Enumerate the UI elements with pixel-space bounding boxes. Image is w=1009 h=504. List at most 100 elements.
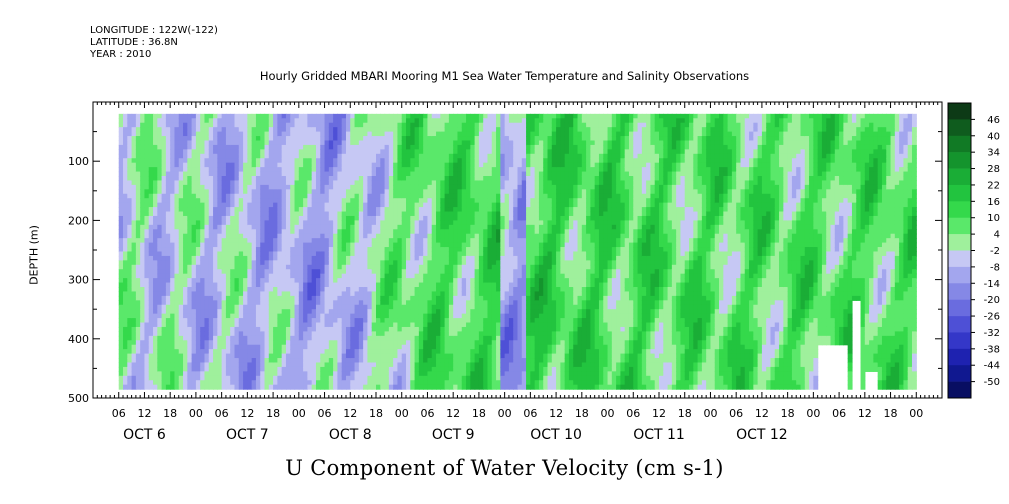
heatmap-cell <box>200 304 206 310</box>
heatmap-cell <box>380 318 386 324</box>
heatmap-cell <box>178 309 184 315</box>
heatmap-cell <box>234 193 240 199</box>
heatmap-cell <box>410 202 416 208</box>
heatmap-cell <box>200 140 206 146</box>
heatmap-cell <box>123 309 128 315</box>
heatmap-cell <box>277 300 283 306</box>
heatmap-cell <box>165 287 171 293</box>
heatmap-cell <box>328 149 334 155</box>
heatmap-cell <box>243 131 248 137</box>
heatmap-cell <box>260 291 266 297</box>
heatmap-cell <box>247 300 253 306</box>
heatmap-cell <box>440 202 446 208</box>
heatmap-cell <box>423 140 429 146</box>
heatmap-cell <box>191 131 197 137</box>
heatmap-cell <box>255 380 261 386</box>
heatmap-cell <box>363 184 369 190</box>
heatmap-cell <box>448 358 454 364</box>
heatmap-cell <box>144 189 150 195</box>
heatmap-cell <box>230 384 236 390</box>
heatmap-cell <box>153 198 158 204</box>
heatmap-cell <box>436 304 441 310</box>
heatmap-cell <box>187 326 193 332</box>
heatmap-cell <box>418 242 424 248</box>
heatmap-cell <box>260 167 266 173</box>
heatmap-cell <box>337 287 343 293</box>
heatmap-cell <box>350 193 356 199</box>
heatmap-cell <box>440 136 446 142</box>
heatmap-cell <box>341 198 347 204</box>
heatmap-cell <box>204 251 210 257</box>
heatmap-cell <box>448 269 454 275</box>
heatmap-cell <box>363 264 369 270</box>
heatmap-cell <box>320 362 326 368</box>
heatmap-cell <box>461 131 467 137</box>
heatmap-cell <box>213 300 218 306</box>
heatmap-cell <box>376 198 381 204</box>
heatmap-cell <box>341 215 347 221</box>
heatmap-cell <box>144 362 150 368</box>
heatmap-cell <box>354 349 360 355</box>
heatmap-cell <box>345 282 351 288</box>
heatmap-cell <box>397 335 403 341</box>
heatmap-cell <box>140 309 146 315</box>
heatmap-cell <box>191 171 197 177</box>
heatmap-cell <box>148 322 154 328</box>
heatmap-cell <box>457 282 463 288</box>
heatmap-cell <box>277 113 283 119</box>
heatmap-cell <box>350 371 356 377</box>
heatmap-cell <box>285 326 291 332</box>
heatmap-cell <box>285 238 291 244</box>
heatmap-cell <box>440 318 446 324</box>
heatmap-cell <box>427 287 433 293</box>
heatmap-cell <box>118 189 124 195</box>
heatmap-cell <box>273 313 278 319</box>
heatmap-cell <box>414 335 420 341</box>
heatmap-cell <box>131 309 137 315</box>
heatmap-cell <box>328 295 334 301</box>
heatmap-cell <box>320 136 326 142</box>
heatmap-cell <box>178 260 184 266</box>
heatmap-cell <box>431 162 437 168</box>
heatmap-cell <box>290 322 296 328</box>
heatmap-cell <box>144 349 150 355</box>
heatmap-cell <box>243 326 248 332</box>
heatmap-cell <box>363 220 369 226</box>
heatmap-cell <box>337 140 343 146</box>
heatmap-cell <box>273 233 278 239</box>
heatmap-cell <box>148 371 154 377</box>
heatmap-cell <box>418 131 424 137</box>
heatmap-cell <box>315 384 321 390</box>
heatmap-cell <box>191 149 197 155</box>
heatmap-cell <box>268 198 274 204</box>
heatmap-cell <box>328 215 334 221</box>
heatmap-cell <box>230 193 236 199</box>
heatmap-cell <box>208 300 214 306</box>
heatmap-cell <box>406 291 411 297</box>
heatmap-cell <box>423 349 429 355</box>
heatmap-cell <box>448 371 454 377</box>
heatmap-cell <box>401 158 407 164</box>
heatmap-cell <box>406 264 411 270</box>
heatmap-cell <box>453 176 459 182</box>
heatmap-cell <box>393 362 399 368</box>
heatmap-cell <box>345 278 351 284</box>
heatmap-cell <box>294 113 300 119</box>
heatmap-cell <box>221 273 227 279</box>
heatmap-cell <box>204 331 210 337</box>
heatmap-cell <box>285 153 291 159</box>
heatmap-cell <box>144 113 150 119</box>
heatmap-cell <box>230 295 236 301</box>
heatmap-cell <box>255 384 261 390</box>
heatmap-cell <box>251 202 257 208</box>
heatmap-cell <box>208 171 214 177</box>
heatmap-cell <box>307 122 313 128</box>
heatmap-cell <box>281 344 287 350</box>
heatmap-cell <box>230 233 236 239</box>
heatmap-cell <box>380 291 386 297</box>
heatmap-cell <box>208 318 214 324</box>
heatmap-cell <box>165 215 171 221</box>
heatmap-cell <box>135 220 141 226</box>
heatmap-cell <box>285 122 291 128</box>
heatmap-cell <box>187 304 193 310</box>
